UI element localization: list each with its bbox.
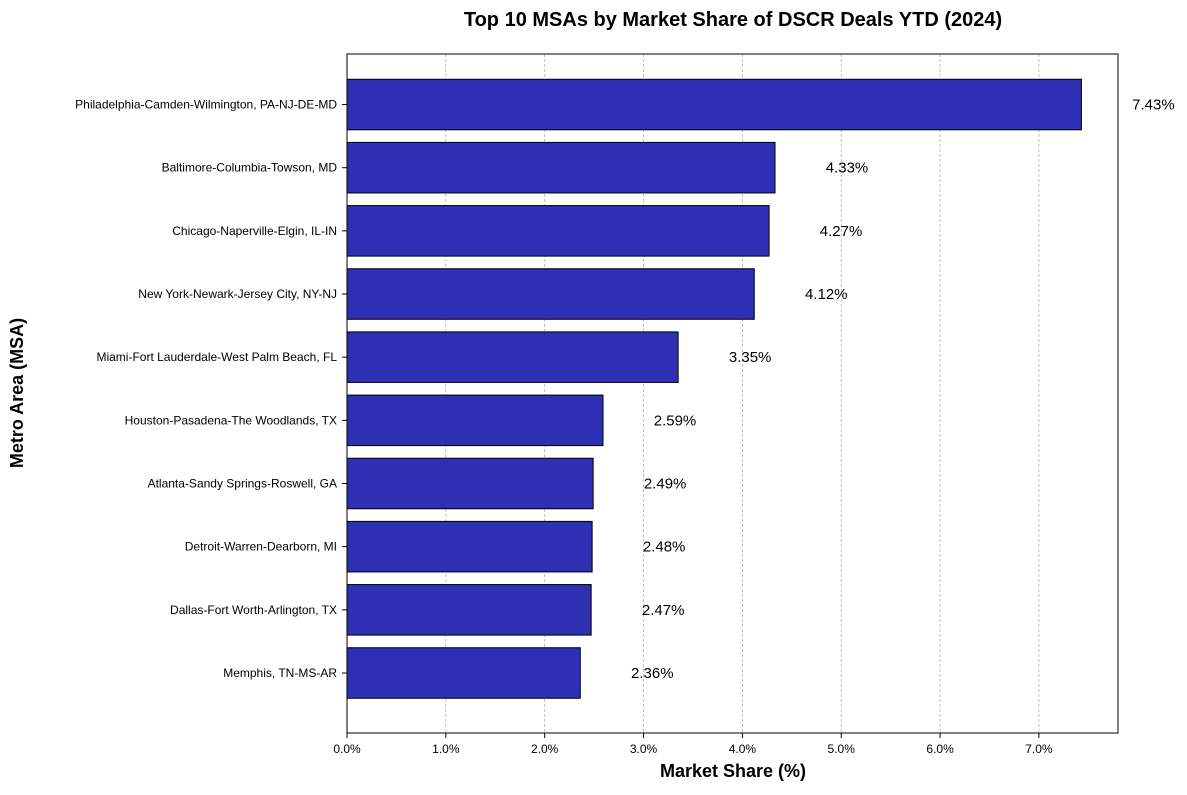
y-axis-label: Metro Area (MSA)	[7, 318, 27, 468]
x-tick-label: 3.0%	[630, 742, 658, 756]
data-label: 2.47%	[642, 602, 685, 619]
data-label: 4.12%	[805, 286, 848, 303]
plot-frame	[346, 53, 1119, 734]
x-axis-label: Market Share (%)	[660, 761, 806, 781]
x-tick-label: 5.0%	[828, 742, 856, 756]
x-tick-label: 6.0%	[926, 742, 954, 756]
bar-layer	[346, 78, 1082, 699]
data-label-layer: 7.43% 4.33% 4.27% 4.12% 3.35% 2.59% 2.49% 2.48%…	[631, 97, 1175, 682]
bar	[346, 457, 594, 510]
y-tick-label: Philadelphia-Camden-Wilmington, PA-NJ-DE…	[75, 98, 337, 112]
y-tick-label: Dallas-Fort Worth-Arlington, TX	[170, 603, 337, 617]
data-label: 2.49%	[644, 476, 687, 493]
bar	[346, 331, 679, 383]
y-tick-label: Houston-Pasadena-The Woodlands, TX	[125, 413, 337, 427]
y-tick-label: Baltimore-Columbia-Towson, MD	[162, 161, 338, 175]
axis-layer: 0.0% 1.0% 2.0% 3.0% 4.0% 5.0% 6.0% 7.0% Philadel…	[75, 98, 1053, 756]
bar	[346, 205, 770, 257]
data-label: 2.36%	[631, 665, 674, 682]
bar	[346, 520, 593, 573]
x-tick-label: 0.0%	[333, 742, 361, 756]
y-tick-label: New York-Newark-Jersey City, NY-NJ	[138, 287, 337, 301]
bar	[346, 268, 755, 320]
data-label: 2.59%	[654, 412, 697, 429]
data-label: 3.35%	[729, 349, 772, 366]
data-label: 2.48%	[643, 539, 686, 556]
y-tick-label: Memphis, TN-MS-AR	[223, 666, 337, 680]
bar	[346, 647, 581, 699]
data-label: 4.27%	[820, 223, 863, 240]
x-tick-label: 7.0%	[1025, 742, 1053, 756]
y-tick-label: Chicago-Naperville-Elgin, IL-IN	[172, 224, 337, 238]
x-tick-label: 2.0%	[531, 742, 559, 756]
y-tick-label: Detroit-Warren-Dearborn, MI	[185, 540, 337, 554]
x-tick-label: 1.0%	[432, 742, 460, 756]
bar	[346, 141, 776, 194]
y-tick-label: Atlanta-Sandy Springs-Roswell, GA	[148, 477, 337, 491]
x-tick-label: 4.0%	[729, 742, 757, 756]
y-tick-label: Miami-Fort Lauderdale-West Palm Beach, F…	[96, 350, 337, 364]
bar	[346, 394, 604, 447]
bar	[346, 78, 1082, 131]
data-label: 4.33%	[826, 160, 869, 177]
chart-title: Top 10 MSAs by Market Share of DSCR Deal…	[464, 9, 1002, 31]
data-label: 7.43%	[1132, 97, 1175, 114]
bar	[346, 584, 592, 636]
